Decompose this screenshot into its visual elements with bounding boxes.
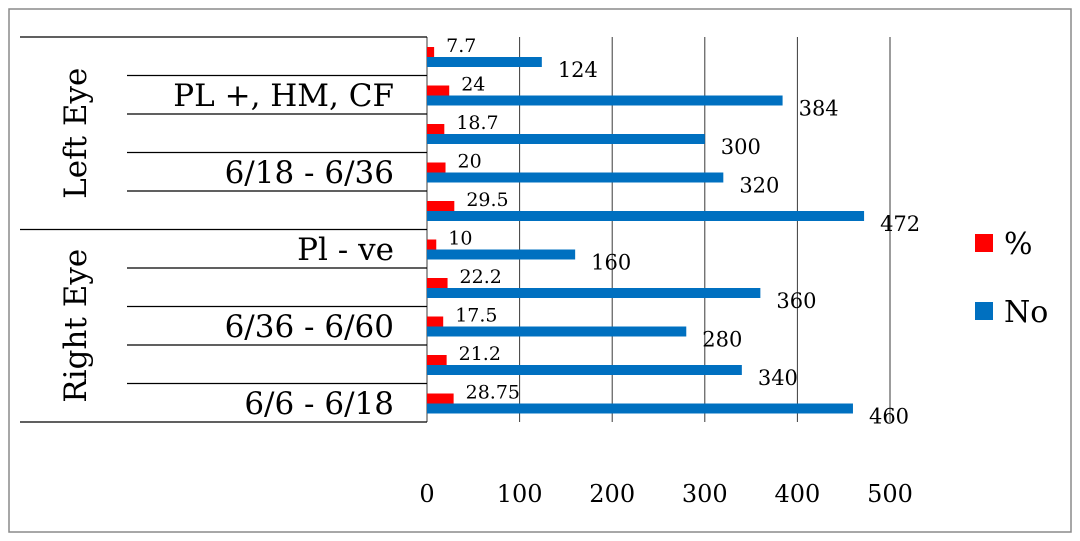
bar-pct [427,316,444,327]
x-axis-ticks: 0 100 200 300 400 500 [419,480,913,508]
x-tick-label: 200 [589,480,635,508]
data-label-pct: 10 [448,228,472,250]
data-label-pct: 28.75 [466,382,520,404]
bar-no [427,211,865,221]
data-label-no: 340 [758,366,798,390]
data-label-pct: 21.2 [459,343,501,365]
group-label: Left Eye [58,68,94,199]
x-tick-label: 400 [774,480,820,508]
category-label: 6/6 - 6/18 [244,386,394,422]
data-label-no: 320 [739,174,779,198]
bar-no [427,288,761,298]
data-label-no: 384 [799,97,839,121]
legend-swatch [975,302,993,320]
data-label-no: 472 [880,212,920,236]
category-label: 6/36 - 6/60 [225,309,394,345]
data-label-no: 160 [591,251,631,275]
x-tick-label: 0 [419,480,434,508]
bar-pct [427,124,445,134]
category-label: 6/18 - 6/36 [225,155,394,191]
bar-no [427,249,576,260]
bar-no [427,326,687,337]
data-label-no: 360 [776,289,816,313]
x-tick-label: 500 [867,480,913,508]
legend: % No [975,227,1048,330]
group-label: Right Eye [58,249,94,403]
data-label-pct: 17.5 [455,305,497,327]
bars [427,47,865,414]
bar-pct [427,239,437,250]
bar-no [427,95,783,106]
bar-pct [427,47,435,57]
legend-swatch [975,234,993,252]
category-label: Pl - ve [297,232,394,268]
bar-pct [427,355,447,365]
data-labels: 7.7 124 24 384 18.7 300 20 320 29.5 472 10 160 22.2 3… [446,35,920,429]
bar-no [427,57,542,67]
data-label-pct: 29.5 [466,189,508,211]
data-label-pct: 24 [461,74,485,96]
bar-pct [427,85,450,96]
chart-frame [8,8,1072,533]
data-label-pct: 18.7 [456,112,498,134]
bar-no [427,403,853,414]
x-tick-label: 100 [497,480,543,508]
legend-label: No [1004,295,1048,330]
data-label-no: 124 [558,58,598,82]
category-label: PL +, HM, CF [173,78,394,114]
bar-no [427,172,724,183]
bar-pct [427,162,446,173]
data-label-pct: 20 [458,151,482,173]
category-axis: Left Eye Right Eye PL +, HM, CF 6/18 - 6/36… [20,36,427,423]
bar-no [427,134,705,144]
bar-pct [427,201,455,211]
bar-no [427,365,742,375]
bar-pct [427,278,448,288]
data-label-pct: 7.7 [446,35,476,57]
data-label-no: 300 [721,135,761,159]
legend-label: % [1004,227,1033,262]
data-label-no: 460 [869,405,909,429]
x-tick-label: 300 [682,480,728,508]
data-label-pct: 22.2 [460,266,502,288]
data-label-no: 280 [702,328,742,352]
bar-pct [427,393,454,404]
